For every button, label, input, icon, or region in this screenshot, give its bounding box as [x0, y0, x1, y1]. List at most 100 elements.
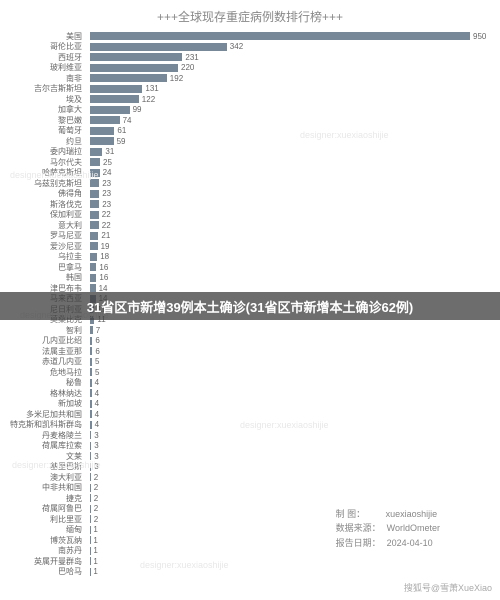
bar-rect: [90, 64, 178, 72]
bar-value: 2: [91, 483, 98, 492]
bar-rect: [90, 127, 114, 135]
bar-value: 3: [91, 462, 98, 471]
credit-label: 数据来源：: [336, 521, 381, 535]
bar-label: 荷属库拉索: [0, 440, 86, 451]
bar-label: 基里巴斯: [0, 461, 86, 472]
bar-value: 16: [96, 273, 108, 282]
bar-row: 危地马拉5: [90, 367, 490, 378]
bar-value: 4: [92, 420, 99, 429]
bar-value: 1: [90, 546, 97, 555]
bar-row: 文莱3: [90, 451, 490, 462]
bar-value: 23: [99, 179, 111, 188]
bar-label: 捷克: [0, 493, 86, 504]
bar-rect: [90, 53, 182, 61]
bar-value: 22: [99, 210, 111, 219]
bar-value: 3: [91, 431, 98, 440]
bar-value: 6: [92, 336, 99, 345]
bar-label: 委内瑞拉: [0, 146, 86, 157]
credit-row: 数据来源：WorldOmeter: [336, 521, 440, 535]
bar-value: 4: [92, 378, 99, 387]
bar-label: 南非: [0, 73, 86, 84]
bar-value: 16: [96, 263, 108, 272]
bar-label: 哥伦比亚: [0, 41, 86, 52]
bar-row: 几内亚比绍6: [90, 336, 490, 347]
bar-value: 23: [99, 200, 111, 209]
bar-label: 赤道几内亚: [0, 356, 86, 367]
bar-label: 韩国: [0, 272, 86, 283]
bar-label: 吉尔吉斯斯坦: [0, 83, 86, 94]
bar-label: 危地马拉: [0, 367, 86, 378]
bar-row: 捷克2: [90, 493, 490, 504]
bar-label: 澳大利亚: [0, 472, 86, 483]
bar-row: 荷属库拉索3: [90, 441, 490, 452]
bar-row: 吉尔吉斯斯坦131: [90, 84, 490, 95]
bar-value: 4: [92, 399, 99, 408]
bar-rect: [90, 221, 99, 229]
bar-value: 2: [91, 473, 98, 482]
bar-label: 巴拿马: [0, 262, 86, 273]
bar-value: 2: [91, 504, 98, 513]
credit-row: 报告日期：2024-04-10: [336, 536, 440, 550]
bar-value: 122: [139, 95, 155, 104]
bar-row: 佛得角23: [90, 189, 490, 200]
credit-value: 2024-04-10: [387, 536, 433, 550]
bar-rect: [90, 200, 99, 208]
bar-row: 加拿大99: [90, 105, 490, 116]
bar-value: 3: [91, 441, 98, 450]
bar-rect: [90, 137, 114, 145]
bar-label: 博茨瓦纳: [0, 535, 86, 546]
bar-label: 玻利维亚: [0, 62, 86, 73]
bar-label: 智利: [0, 325, 86, 336]
bar-row: 乌拉圭18: [90, 252, 490, 263]
bar-value: 2: [91, 494, 98, 503]
bar-row: 丹麦格陵兰3: [90, 430, 490, 441]
bar-label: 西班牙: [0, 52, 86, 63]
bar-label: 利比里亚: [0, 514, 86, 525]
bar-label: 几内亚比绍: [0, 335, 86, 346]
bar-value: 4: [92, 410, 99, 419]
bar-row: 韩国16: [90, 273, 490, 284]
bar-label: 乌拉圭: [0, 251, 86, 262]
bar-value: 192: [167, 74, 183, 83]
bar-row: 乌兹别克斯坦23: [90, 178, 490, 189]
bar-row: 马尔代夫25: [90, 157, 490, 168]
credits: 制 图：xuexiaoshijie数据来源：WorldOmeter报告日期：20…: [336, 507, 440, 550]
bar-row: 巴拿马16: [90, 262, 490, 273]
bar-value: 1: [90, 567, 97, 576]
bar-label: 英属开曼群岛: [0, 556, 86, 567]
bar-row: 多米尼加共和国4: [90, 409, 490, 420]
bar-value: 3: [91, 452, 98, 461]
bar-row: 玻利维亚220: [90, 63, 490, 74]
bar-rect: [90, 116, 120, 124]
bar-value: 31: [102, 147, 114, 156]
bar-label: 黎巴嫩: [0, 115, 86, 126]
bar-value: 23: [99, 189, 111, 198]
bar-value: 19: [98, 242, 110, 251]
bar-label: 哈萨克斯坦: [0, 167, 86, 178]
bar-value: 74: [120, 116, 132, 125]
bar-label: 乌兹别克斯坦: [0, 178, 86, 189]
bar-label: 特克斯和凯科斯群岛: [0, 419, 86, 430]
bar-label: 新加坡: [0, 398, 86, 409]
bar-label: 荷属阿鲁巴: [0, 503, 86, 514]
bar-value: 4: [92, 389, 99, 398]
bar-value: 2: [91, 515, 98, 524]
bar-rect: [90, 169, 100, 177]
bar-rect: [90, 74, 167, 82]
bar-value: 59: [114, 137, 126, 146]
bar-label: 约旦: [0, 136, 86, 147]
bar-rect: [90, 211, 99, 219]
bar-row: 赤道几内亚5: [90, 357, 490, 368]
bar-rect: [90, 85, 142, 93]
bar-row: 斯洛伐克23: [90, 199, 490, 210]
bar-value: 24: [100, 168, 112, 177]
bar-label: 巴哈马: [0, 566, 86, 577]
bar-value: 1: [90, 536, 97, 545]
bar-row: 南非192: [90, 73, 490, 84]
bar-label: 缅甸: [0, 524, 86, 535]
bar-value: 950: [470, 32, 486, 41]
bar-row: 法属圭亚那6: [90, 346, 490, 357]
bar-label: 加拿大: [0, 104, 86, 115]
bar-value: 22: [99, 221, 111, 230]
bar-row: 葡萄牙61: [90, 126, 490, 137]
